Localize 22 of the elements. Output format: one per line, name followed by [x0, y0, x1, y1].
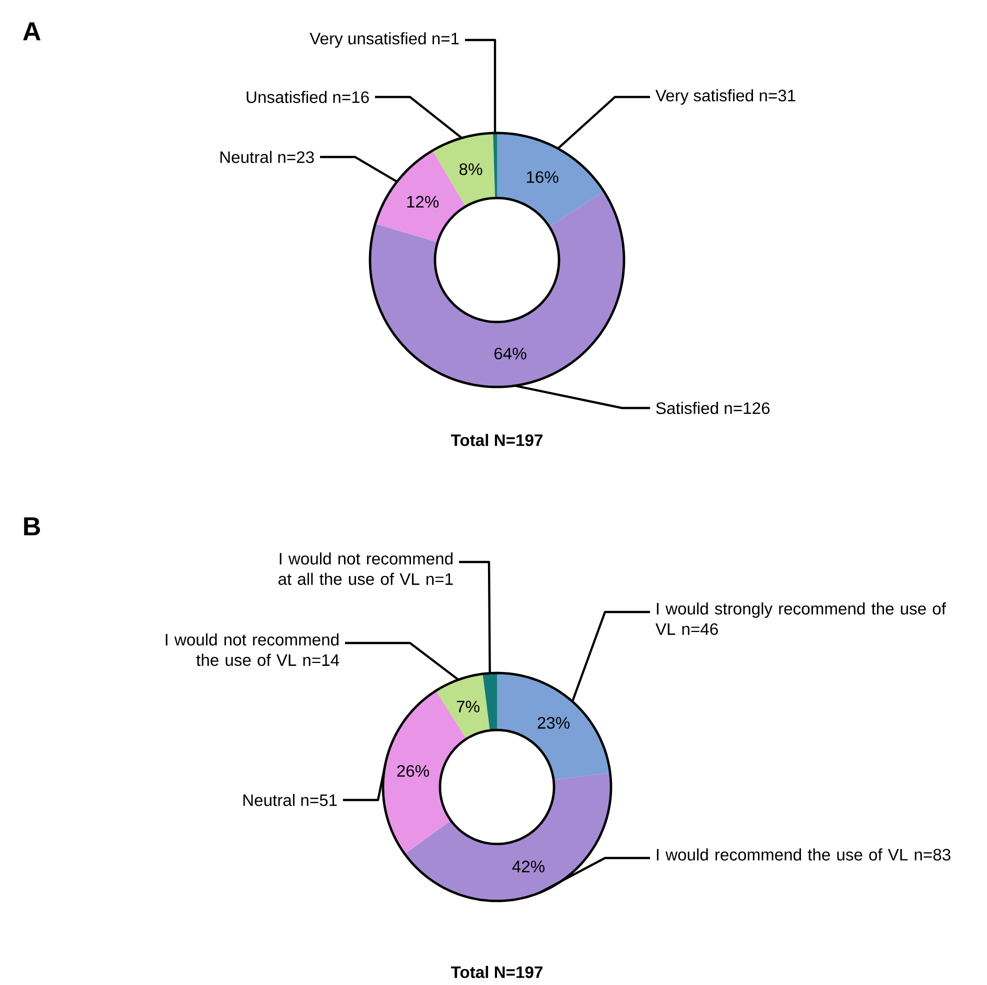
data-label: 12%: [407, 196, 439, 208]
slice-label: I would recommend the use of VL n=83: [656, 848, 950, 861]
data-label: 7%: [456, 700, 480, 712]
slice-label: Very satisfied n=31: [655, 89, 796, 105]
data-label: 16%: [526, 171, 558, 183]
chart-title: A: [23, 22, 40, 40]
slice-label: I would strongly recommend the use of VL n=46: [655, 602, 946, 635]
slice-label: Satisfied n=126: [656, 402, 770, 414]
slice-label: Neutral n=51: [243, 794, 337, 806]
data-label: 23%: [538, 716, 570, 729]
data-label: 42%: [512, 860, 545, 872]
slice-label: Unsatisfied n=16: [246, 90, 369, 104]
text: Total N=197: [450, 966, 542, 978]
text: Total N=197: [450, 434, 542, 446]
chart-title: B: [24, 517, 40, 536]
data-label: 64%: [494, 348, 526, 360]
data-label: 26%: [397, 765, 430, 777]
slice-label: Very unsatisfied n=1: [310, 32, 459, 48]
slice-label: I would not recommend at all the use of VL n=1: [278, 552, 453, 585]
slice-label: I would not recommend the use of VL n=14: [166, 633, 340, 666]
slice-label: Neutral n=23: [220, 150, 314, 164]
data-label: 8%: [459, 163, 482, 176]
